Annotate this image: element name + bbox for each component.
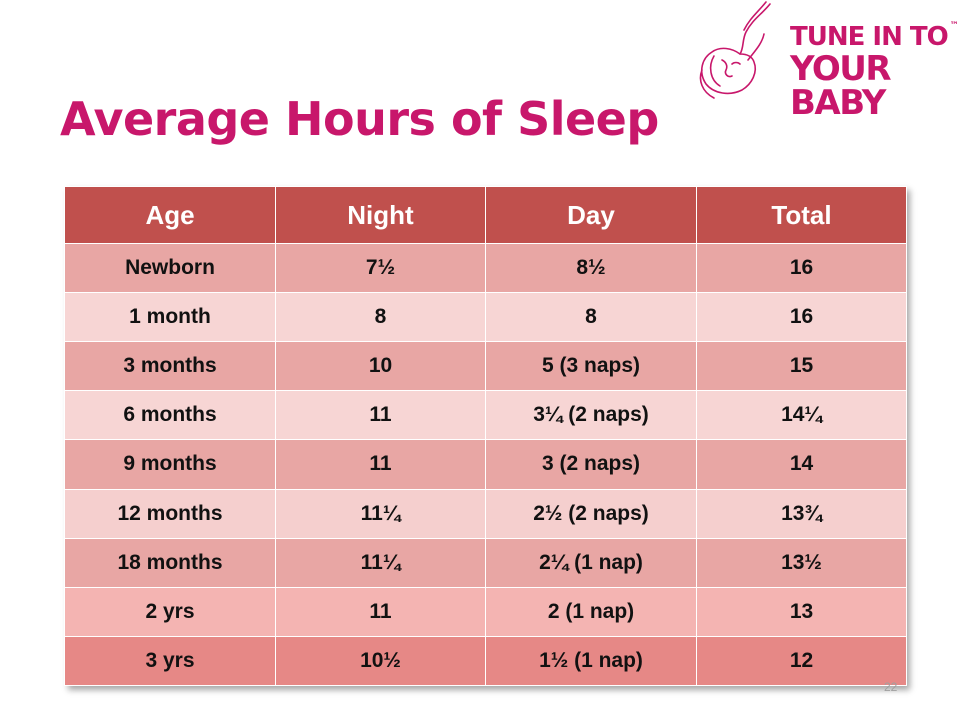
- cell-day: 3¼ (2 naps): [485, 390, 697, 441]
- table-row: 3 yrs 10½ 1½ (1 nap) 12: [64, 635, 907, 687]
- logo-wordmark: TUNE IN TO ™ YOUR BABY: [790, 21, 960, 123]
- cell-age: 9 months: [64, 439, 276, 490]
- cell-day: 3 (2 naps): [485, 439, 697, 490]
- table-row: Newborn 7½ 8½ 16: [64, 242, 907, 294]
- cell-night: 7½: [275, 242, 486, 294]
- cell-day: 8: [485, 292, 697, 343]
- cell-total: 14¼: [696, 390, 907, 441]
- cell-night: 11¼: [275, 537, 486, 588]
- cell-total: 12: [696, 635, 907, 687]
- cell-age: 12 months: [64, 488, 276, 539]
- logo-line1: TUNE IN TO: [790, 22, 949, 52]
- sleep-table: Age Night Day Total Newborn 7½ 8½ 16 1 m…: [64, 186, 907, 687]
- cell-age: 3 months: [64, 341, 276, 392]
- cell-age: 2 yrs: [64, 586, 276, 637]
- cell-total: 13½: [696, 537, 907, 588]
- cell-age: 18 months: [64, 537, 276, 588]
- cell-day: 5 (3 naps): [485, 341, 697, 392]
- cell-total: 13¾: [696, 488, 907, 539]
- cell-age: 3 yrs: [64, 635, 276, 687]
- sleep-table-container: Age Night Day Total Newborn 7½ 8½ 16 1 m…: [64, 186, 907, 687]
- table-row: 1 month 8 8 16: [64, 292, 907, 343]
- cell-day: 2¼ (1 nap): [485, 537, 697, 588]
- cell-total: 14: [696, 439, 907, 490]
- cell-night: 10½: [275, 635, 486, 687]
- cell-total: 16: [696, 292, 907, 343]
- cell-total: 16: [696, 242, 907, 294]
- tune-in-to-your-baby-logo: TUNE IN TO ™ YOUR BABY: [692, 0, 960, 120]
- page-number: 22: [884, 680, 898, 694]
- cell-total: 13: [696, 586, 907, 637]
- cell-night: 8: [275, 292, 486, 343]
- logo-line2: YOUR BABY: [790, 49, 892, 123]
- cell-age: 1 month: [64, 292, 276, 343]
- mother-baby-icon: [699, 1, 771, 99]
- cell-night: 11: [275, 390, 486, 441]
- table-row: 12 months 11¼ 2½ (2 naps) 13¾: [64, 488, 907, 539]
- table-row: 18 months 11¼ 2¼ (1 nap) 13½: [64, 537, 907, 588]
- cell-day: 2½ (2 naps): [485, 488, 697, 539]
- table-row: 3 months 10 5 (3 naps) 15: [64, 341, 907, 392]
- cell-age: 6 months: [64, 390, 276, 441]
- table-header-row: Age Night Day Total: [64, 186, 907, 244]
- cell-night: 11¼: [275, 488, 486, 539]
- cell-night: 11: [275, 586, 486, 637]
- cell-day: 2 (1 nap): [485, 586, 697, 637]
- header-night: Night: [275, 186, 486, 244]
- cell-night: 11: [275, 439, 486, 490]
- cell-total: 15: [696, 341, 907, 392]
- cell-night: 10: [275, 341, 486, 392]
- cell-age: Newborn: [64, 242, 276, 294]
- trademark-symbol: ™: [949, 21, 959, 31]
- table-row: 9 months 11 3 (2 naps) 14: [64, 439, 907, 490]
- header-total: Total: [696, 186, 907, 244]
- table-row: 6 months 11 3¼ (2 naps) 14¼: [64, 390, 907, 441]
- header-day: Day: [485, 186, 697, 244]
- cell-day: 8½: [485, 242, 697, 294]
- header-age: Age: [64, 186, 276, 244]
- table-row: 2 yrs 11 2 (1 nap) 13: [64, 586, 907, 637]
- slide-title: Average Hours of Sleep: [60, 92, 659, 146]
- cell-day: 1½ (1 nap): [485, 635, 697, 687]
